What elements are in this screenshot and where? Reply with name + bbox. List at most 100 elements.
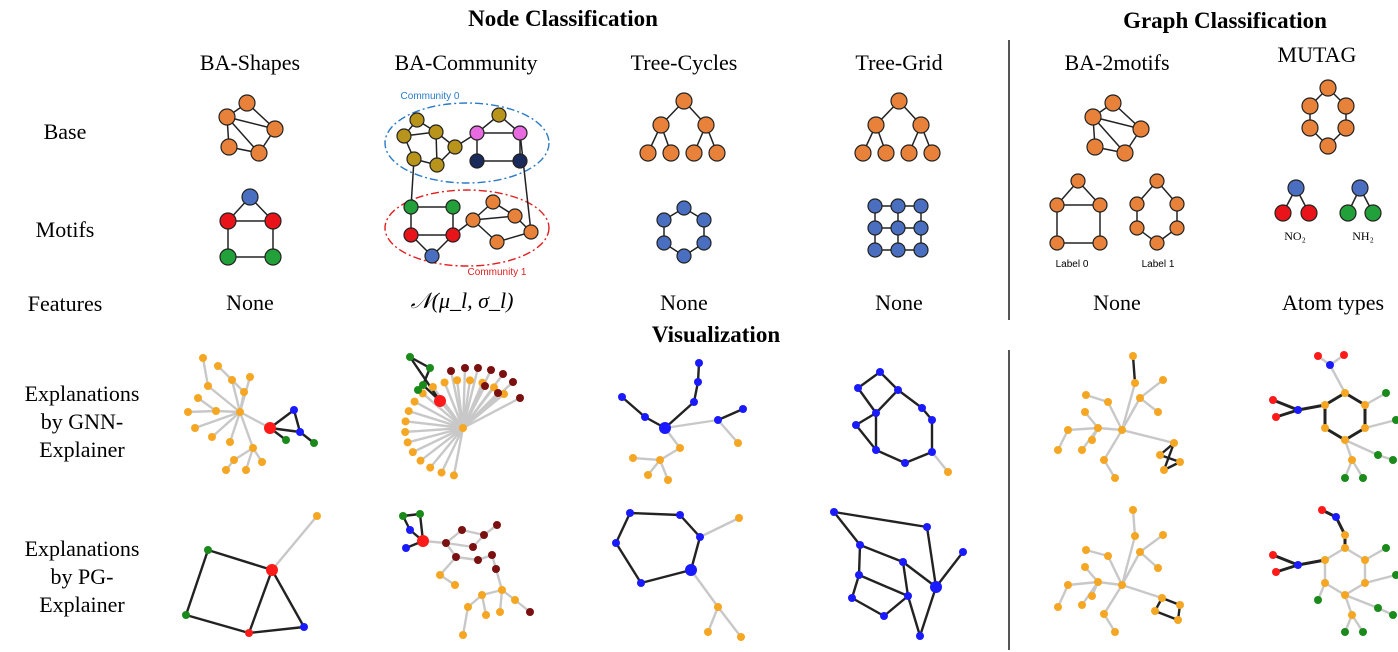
ba-community-gnn-explanation-node: [428, 382, 437, 391]
tree-grid-gnn-explanation-node: [872, 446, 880, 454]
ba-community-gnn-explanation-node: [459, 424, 467, 432]
ba-community-pg-explanation-node: [498, 586, 506, 594]
ba-community-gnn-explanation-edge: [409, 356, 441, 402]
ba-community-pg-explanation-node: [493, 521, 501, 529]
ba-community-gnn-explanation-node: [465, 376, 474, 385]
ba-2motifs-gnn-explanation-edge: [1139, 379, 1164, 399]
mutag-pg-explanation-node: [1294, 561, 1302, 569]
tree-cycles-gnn-explanation-edge: [664, 401, 695, 429]
tree-cycles-gnn-explanation-node: [641, 413, 649, 421]
ba-community-gnn-explanation-node: [403, 438, 412, 447]
ba-community-pg-explanation-node: [492, 565, 500, 573]
tree-grid-gnn-explanation-node: [928, 448, 936, 456]
ba-shapes-gnn-explanation-node: [242, 466, 250, 474]
ba-community-pg-explanation-node: [469, 543, 477, 551]
ba-community-gnn-explanation-node: [500, 390, 509, 399]
ba-shapes-pg-explanation-edge: [271, 515, 318, 571]
mutag-pg-explanation-node: [1341, 591, 1349, 599]
ba-shapes-pg-explanation-edge: [184, 549, 210, 616]
tree-cycles-pg-explanation-edge: [706, 606, 720, 633]
ba-community-graph-node: [485, 194, 501, 210]
ba-community-gnn-explanation-edge: [413, 400, 464, 430]
mutag-gnn-explanation-node: [1359, 474, 1367, 482]
tree-cycles-pg-explanation-edge: [614, 512, 632, 544]
tree-grid-pg-explanation-edge: [833, 510, 928, 529]
tree-cycles-pg-explanation-node: [714, 603, 722, 611]
ba-shapes-gnn-explanation-node: [204, 382, 212, 390]
ba-community-gnn-explanation-edge: [405, 420, 464, 430]
tree-cycles-motif-node: [656, 235, 672, 251]
ba-community-pg-explanation-node: [436, 571, 444, 579]
row-pg-line-3: Explainer: [39, 592, 125, 617]
ba-community-gnn-explanation-node: [406, 353, 414, 361]
tree-grid-gnn-explanation-edge: [897, 389, 923, 409]
ba-2motifs-gnn-explanation-edge: [1162, 442, 1176, 471]
row-gnn-line-3: Explainer: [39, 437, 125, 462]
tree-grid-gnn-explanation-edge: [857, 371, 881, 389]
ba-2motifs-gnn-explanation-node: [1082, 391, 1090, 399]
features-ba-2motifs: None: [1093, 290, 1141, 315]
ba-community-pg-explanation-node: [482, 611, 490, 619]
ba-2motifs-gnn-explanation-node: [1078, 446, 1086, 454]
ba-2motifs-pg-explanation-edge: [1120, 551, 1142, 586]
ba-2motifs-pg-explanation-node: [1154, 564, 1162, 572]
tree-grid-pg-explanation-edge: [901, 561, 910, 597]
ba-community-gnn-explanation-edge: [421, 392, 464, 429]
tree-grid-pg-explanation-edge: [857, 544, 862, 576]
ba-2motifs-gnn-explanation-edge: [1131, 355, 1137, 384]
tree-grid-motif-node: [890, 242, 906, 258]
ba-community-pg-explanation-edge: [439, 556, 457, 576]
tree-grid-motif-node: [867, 242, 883, 258]
ba-2motifs-label1-node: [1129, 196, 1145, 212]
tree-grid-pg-explanation-edge: [859, 543, 904, 564]
tree-cycles-gnn-explanation-edge: [664, 418, 719, 430]
tree-grid-pg-explanation-edge: [833, 511, 861, 546]
tree-grid-gnn-explanation-edge: [875, 448, 906, 465]
mutag-pg-explanation-node: [1321, 556, 1329, 564]
section-divider-bottom: [1008, 350, 1010, 650]
ba-community-graph-node: [447, 139, 463, 155]
ba-2motifs-gnn-explanation-node: [1081, 408, 1089, 416]
ba-shapes-pg-explanation-node: [266, 564, 278, 576]
ba-2motifs-pg-explanation-node: [1176, 601, 1184, 609]
tree-grid-gnn-explanation-node: [872, 409, 880, 417]
tree-grid-gnn-explanation-edge: [857, 387, 877, 414]
tree-grid-motif-node: [890, 198, 906, 214]
ba-community-pg-explanation-node: [399, 512, 407, 520]
ba-community-gnn-explanation-node: [487, 366, 495, 374]
ba-2motifs-gnn-explanation-node: [1094, 424, 1102, 432]
mutag-gnn-explanation-node: [1374, 451, 1382, 459]
tree-grid-gnn-explanation-node: [901, 459, 909, 467]
tree-grid-pg-explanation-edge: [902, 561, 937, 588]
tree-grid-base-node: [867, 116, 885, 134]
ba-shapes-gnn-explanation-node: [282, 436, 290, 444]
ba-community-pg-explanation-edge: [445, 541, 474, 549]
features-mutag: Atom types: [1281, 290, 1385, 315]
tree-cycles-gnn-explanation-node: [695, 359, 703, 367]
ba-community-gnn-explanation-edge: [461, 367, 480, 429]
ba-community-graph-node: [396, 128, 412, 144]
ba-shapes-pg-explanation-node: [204, 546, 212, 554]
ba-2motifs-gnn-explanation-edge: [1097, 426, 1123, 432]
ba-community-gnn-explanation-node: [461, 364, 469, 372]
tree-cycles-gnn-explanation-edge: [621, 396, 646, 418]
ba-community-gnn-explanation-node: [449, 471, 458, 480]
tree-grid-pg-explanation-edge: [858, 573, 909, 598]
tree-cycles-pg-explanation-node: [676, 511, 684, 519]
ba-community-gnn-explanation-edge: [440, 427, 465, 474]
mutag-pg-explanation-node: [1392, 571, 1398, 579]
ba-community-gnn-explanation-node: [509, 378, 517, 386]
ba-2motifs-label0-node: [1070, 173, 1086, 189]
mutag-base-node: [1301, 97, 1319, 115]
community-1-label: Community 1: [467, 267, 527, 278]
tree-grid-gnn-explanation-edge: [879, 371, 899, 391]
mutag-pg-explanation-node: [1314, 596, 1322, 604]
mutag-pg-explanation-node: [1348, 611, 1356, 619]
mutag-gnn-explanation-node: [1361, 424, 1369, 432]
ba-shapes-pg-explanation-edge: [270, 569, 306, 628]
column-ba-shapes: BA-Shapes: [199, 50, 301, 75]
ba-2motifs-base-node: [1104, 94, 1122, 112]
tree-cycles-pg-explanation-node: [704, 628, 712, 636]
ba-community-gnn-explanation-node: [426, 463, 435, 472]
ba-community-gnn-explanation-edge: [461, 385, 487, 429]
